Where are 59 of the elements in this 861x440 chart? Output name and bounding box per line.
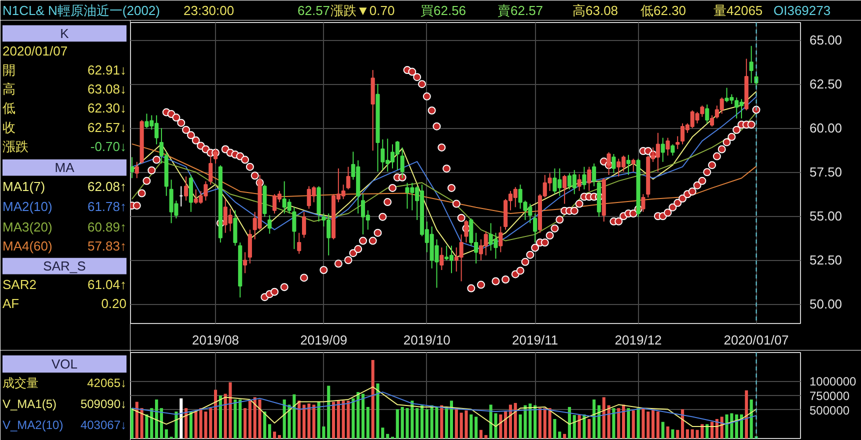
x-tick-label: 2019/09: [300, 332, 348, 348]
y-tick-label: 750000: [810, 389, 850, 403]
text: 63.08↓: [87, 82, 127, 97]
text: 62.57: [298, 3, 330, 18]
text: 低: [2, 100, 16, 116]
text: 403067↓: [80, 418, 127, 432]
text: 62.08↑: [87, 179, 127, 194]
y-tick-label: 52.50: [810, 252, 842, 268]
text: V_MA2(10): [2, 418, 64, 432]
text: 61.04↑: [87, 276, 127, 292]
y-tick-label: 62.50: [810, 76, 842, 92]
text: OI369273: [774, 3, 831, 18]
text: 收: [2, 120, 16, 135]
x-tick-label: 2019/10: [403, 332, 450, 348]
text: 買62.56: [420, 3, 466, 18]
text: -0.70↓: [90, 139, 127, 154]
text: 漲跌: [2, 139, 28, 154]
text: MA3(20): [2, 219, 52, 234]
text: 量42065: [714, 3, 763, 18]
text: MA2(10): [2, 199, 52, 214]
text: VOL: [51, 356, 78, 372]
text: SAR2: [2, 276, 36, 292]
text: MA4(60): [2, 238, 52, 254]
text: 高63.08: [572, 3, 618, 18]
text: MA: [54, 160, 75, 176]
text: 成交量: [2, 376, 38, 390]
y-tick-label: 65.00: [810, 32, 842, 48]
text: 漲跌▼0.70: [330, 3, 395, 18]
y-tick-label: 57.50: [810, 164, 842, 180]
text: 61.78↑: [87, 199, 127, 214]
text: 62.57↓: [87, 120, 127, 135]
y-tick-label: 1000000: [810, 374, 857, 389]
text: 23:30:00: [184, 3, 234, 18]
y-tick-label: 55.00: [810, 208, 842, 224]
text: MA1(7): [2, 179, 46, 194]
text: AF: [2, 296, 20, 311]
text: SAR_S: [43, 258, 86, 274]
text: 42065↓: [87, 376, 127, 390]
text: 62.91↓: [87, 62, 127, 78]
chart-title: N1CL& N輕原油近一(2002): [2, 3, 160, 18]
x-tick-label: 2020/01/07: [724, 332, 789, 348]
y-tick-label: 500000: [810, 403, 850, 418]
text: 60.89↑: [87, 219, 127, 234]
text: 低62.30: [640, 3, 686, 18]
text: V_MA1(5): [2, 397, 57, 412]
text: 開: [2, 62, 16, 78]
text: 賣62.57: [498, 3, 544, 18]
text: 0.20: [101, 296, 127, 311]
text: 509090↓: [80, 397, 127, 412]
y-tick-label: 50.00: [810, 296, 842, 312]
text: 高: [2, 82, 16, 97]
text: 2020/01/07: [2, 43, 68, 58]
text: 62.30↓: [87, 100, 127, 116]
x-tick-label: 2019/11: [512, 332, 558, 348]
text: K: [60, 26, 70, 41]
y-tick-label: 60.00: [810, 120, 842, 136]
text: 57.83↑: [87, 238, 127, 254]
x-tick-label: 2019/12: [614, 332, 662, 348]
x-tick-label: 2019/08: [192, 332, 240, 348]
